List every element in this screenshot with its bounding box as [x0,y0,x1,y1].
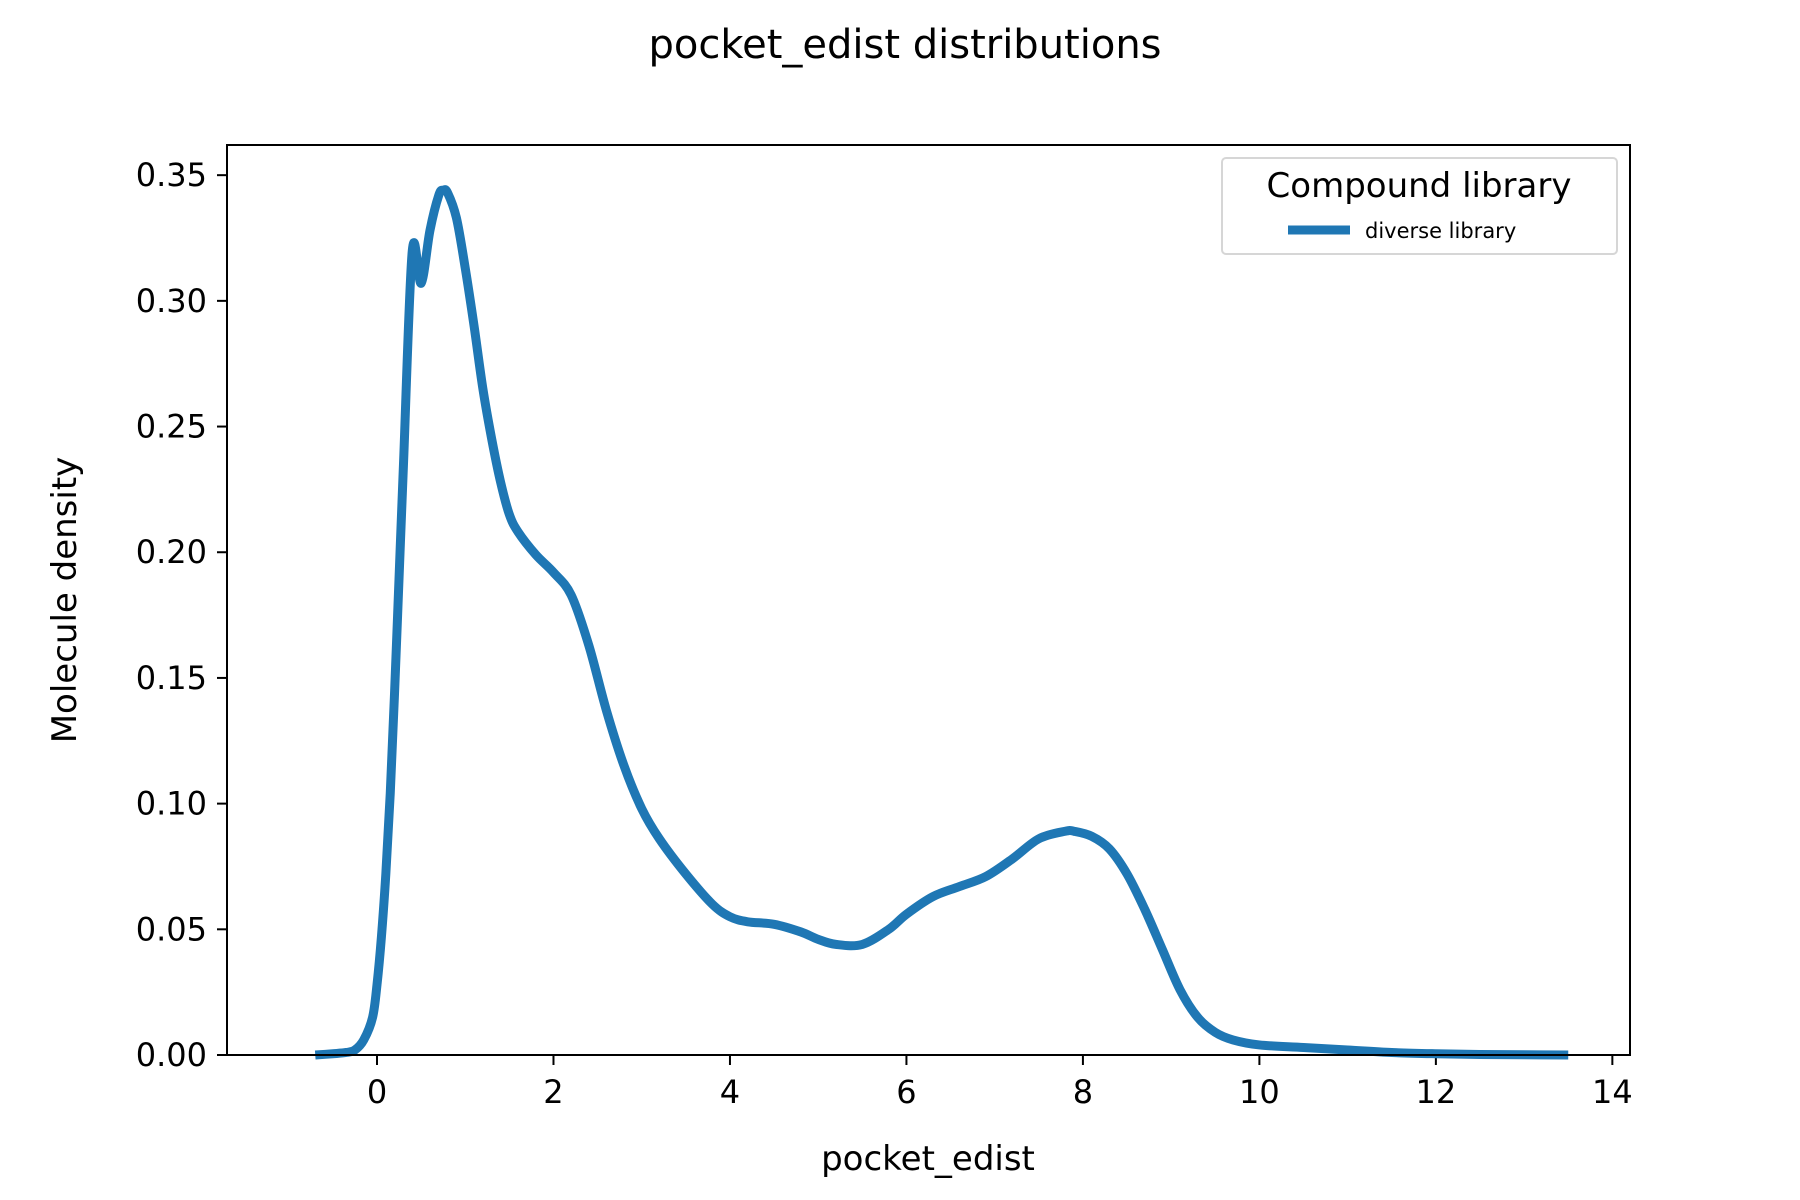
x-axis-label: pocket_edist [821,1139,1035,1179]
y-tick-label: 0.30 [136,282,207,320]
x-tick-label: 0 [367,1073,387,1111]
y-tick-label: 0.35 [136,156,207,194]
x-tick-label: 14 [1592,1073,1633,1111]
legend: Compound library diverse library [1221,157,1618,255]
y-tick-label: 0.25 [136,408,207,446]
x-tick-label: 10 [1239,1073,1280,1111]
x-tick-label: 4 [720,1073,740,1111]
x-tick-label: 8 [1073,1073,1093,1111]
y-tick-label: 0.05 [136,910,207,948]
legend-title: Compound library [1267,166,1572,206]
series-layer [314,185,1569,1060]
x-tick-label: 6 [896,1073,916,1111]
x-tick-label: 2 [543,1073,563,1111]
series-line-diverse-library [314,185,1569,1060]
y-tick-label: 0.15 [136,659,207,697]
y-axis-label: Molecule density [45,457,85,744]
x-tick-label: 12 [1416,1073,1457,1111]
chart-title: pocket_edist distributions [648,22,1161,68]
y-tick-label: 0.00 [136,1036,207,1074]
legend-label-diverse-library: diverse library [1365,219,1516,243]
y-axis-ticks: 0.00 0.05 0.10 0.15 0.20 0.25 0.30 0.35 [136,156,227,1074]
x-axis-ticks: 0 2 4 6 8 10 12 14 [367,1055,1633,1111]
y-tick-label: 0.20 [136,533,207,571]
plot-area-frame [226,144,1631,1056]
y-tick-label: 0.10 [136,785,207,823]
